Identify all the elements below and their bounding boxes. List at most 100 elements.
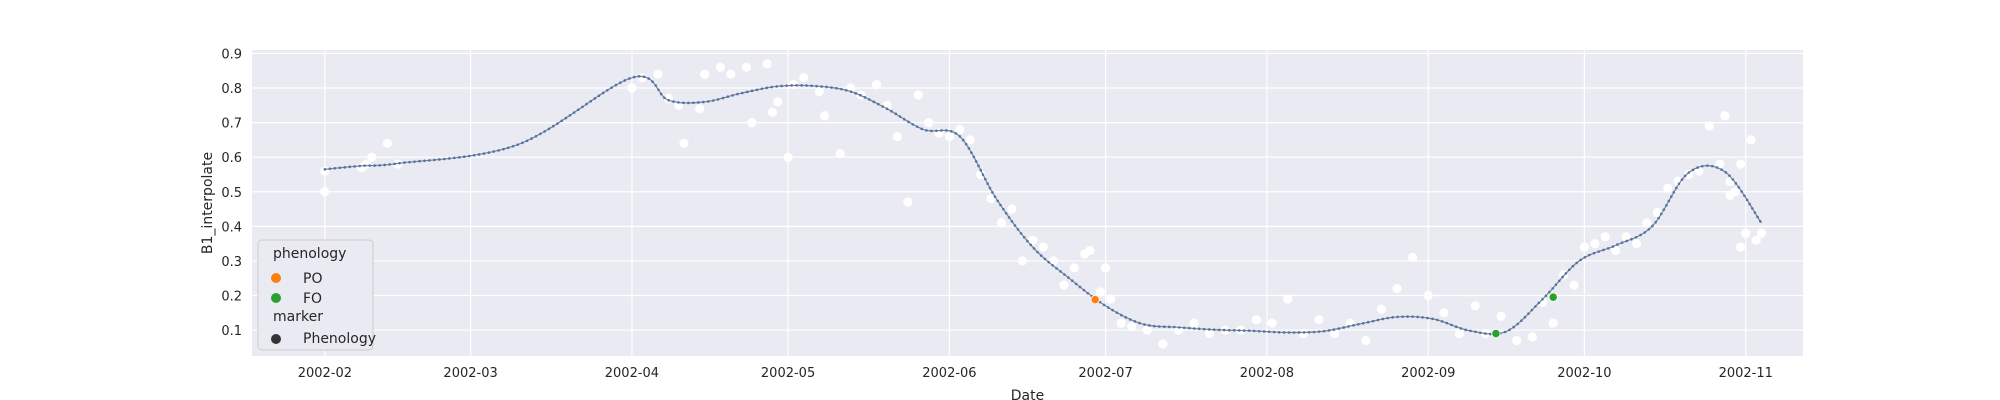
observed-point <box>1631 239 1642 249</box>
observed-point <box>1470 301 1480 311</box>
fitted-point <box>1078 285 1082 289</box>
fitted-point <box>1222 328 1226 332</box>
fitted-point <box>859 93 862 97</box>
fitted-point <box>785 84 788 87</box>
fitted-point <box>323 167 327 171</box>
observed-point <box>1735 242 1746 252</box>
fitted-point <box>585 102 588 106</box>
observed-point <box>1642 218 1652 228</box>
observed-point <box>1730 187 1740 197</box>
legend-title-phenology: phenology <box>273 246 346 262</box>
fitted-point <box>1557 279 1561 283</box>
observed-point <box>747 118 757 128</box>
fitted-point <box>950 130 953 133</box>
observed-point <box>1189 318 1199 328</box>
fitted-point <box>844 88 848 92</box>
observed-point <box>1569 280 1579 290</box>
observed-point <box>1028 235 1038 245</box>
observed-point <box>924 118 934 128</box>
fitted-point <box>825 85 828 89</box>
observed-point <box>783 152 793 162</box>
fitted-point <box>1701 164 1704 168</box>
fitted-point <box>1317 330 1321 333</box>
fitted-point <box>755 88 759 92</box>
fitted-point <box>1322 329 1326 333</box>
fitted-point <box>593 97 597 100</box>
fitted-point <box>1745 198 1749 202</box>
observed-point <box>679 138 689 148</box>
observed-point <box>1558 270 1569 280</box>
fitted-point <box>1436 318 1439 322</box>
fitted-point <box>1488 332 1492 336</box>
fitted-point <box>1753 211 1757 214</box>
observed-point <box>1663 183 1673 193</box>
fitted-point <box>854 92 858 95</box>
y-tick-label: 0.8 <box>221 82 242 97</box>
fitted-point <box>815 84 818 88</box>
fitted-point <box>876 102 880 106</box>
fitted-point <box>810 84 813 88</box>
phenology-point-fo <box>1491 328 1501 339</box>
fitted-point <box>1530 308 1534 312</box>
fitted-point <box>1634 235 1638 239</box>
fitted-point <box>657 88 660 92</box>
fitted-point <box>1026 239 1029 243</box>
fitted-point <box>1751 207 1754 210</box>
observed-point <box>799 73 809 83</box>
fitted-point <box>1361 322 1365 325</box>
fitted-point <box>1143 323 1146 326</box>
fitted-point <box>1332 328 1336 331</box>
fitted-point <box>1479 331 1482 335</box>
fitted-point <box>1651 224 1654 228</box>
fitted-point <box>516 143 520 146</box>
fitted-point <box>1074 282 1078 286</box>
fitted-point <box>1237 329 1241 332</box>
observed-point <box>1694 166 1704 176</box>
observed-point <box>1725 176 1735 186</box>
x-tick-label: 2002-08 <box>1240 366 1294 381</box>
observed-point <box>1007 204 1017 214</box>
observed-point <box>788 79 798 90</box>
fitted-point <box>1416 315 1419 319</box>
fitted-point <box>1459 327 1463 330</box>
fitted-point <box>1512 325 1516 329</box>
fitted-point <box>556 122 559 125</box>
observed-point <box>1100 263 1111 273</box>
fitted-point <box>393 162 396 166</box>
fitted-point <box>1561 275 1564 279</box>
fitted-point <box>1616 243 1619 246</box>
observed-point <box>1579 242 1590 252</box>
fitted-point <box>551 124 555 128</box>
phenology-point-po <box>1090 295 1100 305</box>
fitted-point <box>368 164 371 167</box>
fitted-point <box>835 86 838 90</box>
observed-point <box>955 124 965 135</box>
fitted-point <box>1182 326 1186 330</box>
fitted-point <box>894 112 898 116</box>
fitted-point <box>1162 325 1166 329</box>
observed-point <box>1527 332 1537 342</box>
observed-point <box>1673 176 1683 186</box>
fitted-point <box>1401 315 1404 318</box>
fitted-point <box>413 160 416 163</box>
fitted-point <box>572 111 576 114</box>
fitted-point <box>920 127 924 131</box>
fitted-point <box>1464 328 1467 332</box>
fitted-point <box>338 166 342 170</box>
fitted-point <box>1262 330 1266 333</box>
observed-point <box>965 135 975 145</box>
fitted-point <box>1352 324 1355 327</box>
fitted-point <box>1039 254 1043 257</box>
fitted-point <box>477 153 481 156</box>
fitted-point <box>930 129 933 133</box>
grid <box>252 50 1803 356</box>
observed-point <box>1126 322 1137 332</box>
fitted-point <box>1579 258 1582 262</box>
fitted-point <box>1187 326 1191 330</box>
observed-point <box>1283 294 1293 304</box>
fitted-point <box>1662 208 1666 211</box>
observed-point <box>320 187 330 197</box>
fitted-point <box>378 164 381 167</box>
fitted-point <box>1133 320 1137 323</box>
fitted-point <box>1267 330 1271 334</box>
